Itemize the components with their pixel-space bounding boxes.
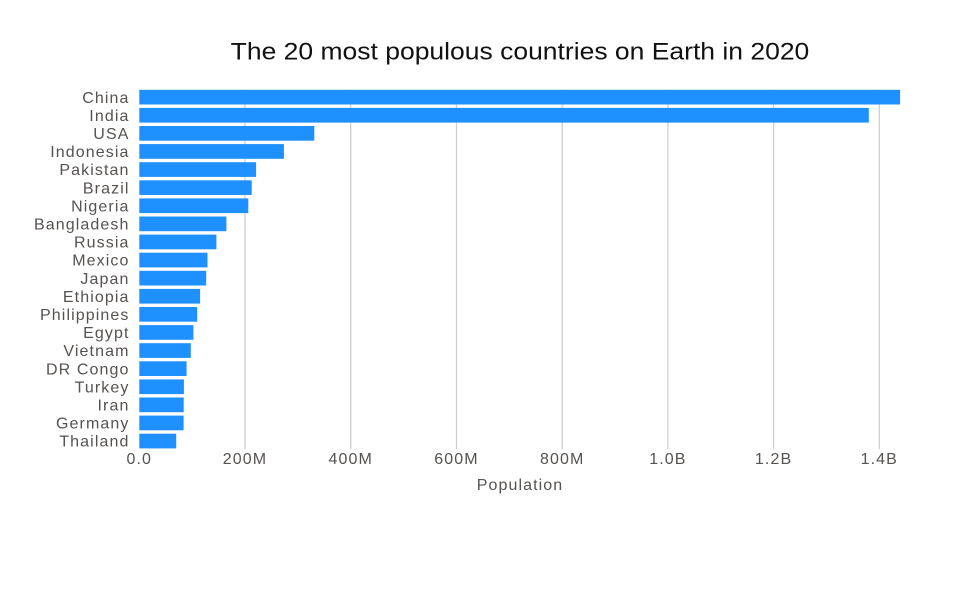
svg-text:Bangladesh: Bangladesh <box>34 216 130 233</box>
svg-text:Germany: Germany <box>56 416 130 433</box>
svg-text:Indonesia: Indonesia <box>50 144 129 161</box>
svg-text:Vietnam: Vietnam <box>63 343 129 360</box>
svg-text:Turkey: Turkey <box>75 379 130 396</box>
svg-text:USA: USA <box>93 126 129 143</box>
svg-text:Russia: Russia <box>74 235 130 252</box>
svg-text:Mexico: Mexico <box>72 253 129 270</box>
svg-text:Japan: Japan <box>80 271 129 288</box>
svg-text:Brazil: Brazil <box>83 180 130 197</box>
svg-text:1.0B: 1.0B <box>649 451 686 468</box>
svg-text:800M: 800M <box>540 451 584 468</box>
svg-text:600M: 600M <box>434 451 478 468</box>
svg-text:400M: 400M <box>328 451 372 468</box>
svg-text:Nigeria: Nigeria <box>71 198 129 215</box>
svg-text:1.2B: 1.2B <box>755 451 792 468</box>
svg-text:0.0: 0.0 <box>127 451 153 468</box>
svg-text:Thailand: Thailand <box>59 434 129 451</box>
svg-text:Philippines: Philippines <box>40 307 129 324</box>
svg-text:Population: Population <box>477 477 564 494</box>
svg-text:China: China <box>82 90 129 107</box>
svg-text:Egypt: Egypt <box>83 325 129 342</box>
svg-text:Iran: Iran <box>98 397 130 414</box>
svg-text:Pakistan: Pakistan <box>59 162 129 179</box>
svg-text:DR Congo: DR Congo <box>46 361 130 378</box>
svg-text:1.4B: 1.4B <box>861 451 898 468</box>
svg-text:200M: 200M <box>223 451 267 468</box>
svg-text:India: India <box>89 108 129 125</box>
svg-text:The 20 most populous countries: The 20 most populous countries on Earth … <box>231 38 810 65</box>
svg-text:Ethiopia: Ethiopia <box>63 289 130 306</box>
